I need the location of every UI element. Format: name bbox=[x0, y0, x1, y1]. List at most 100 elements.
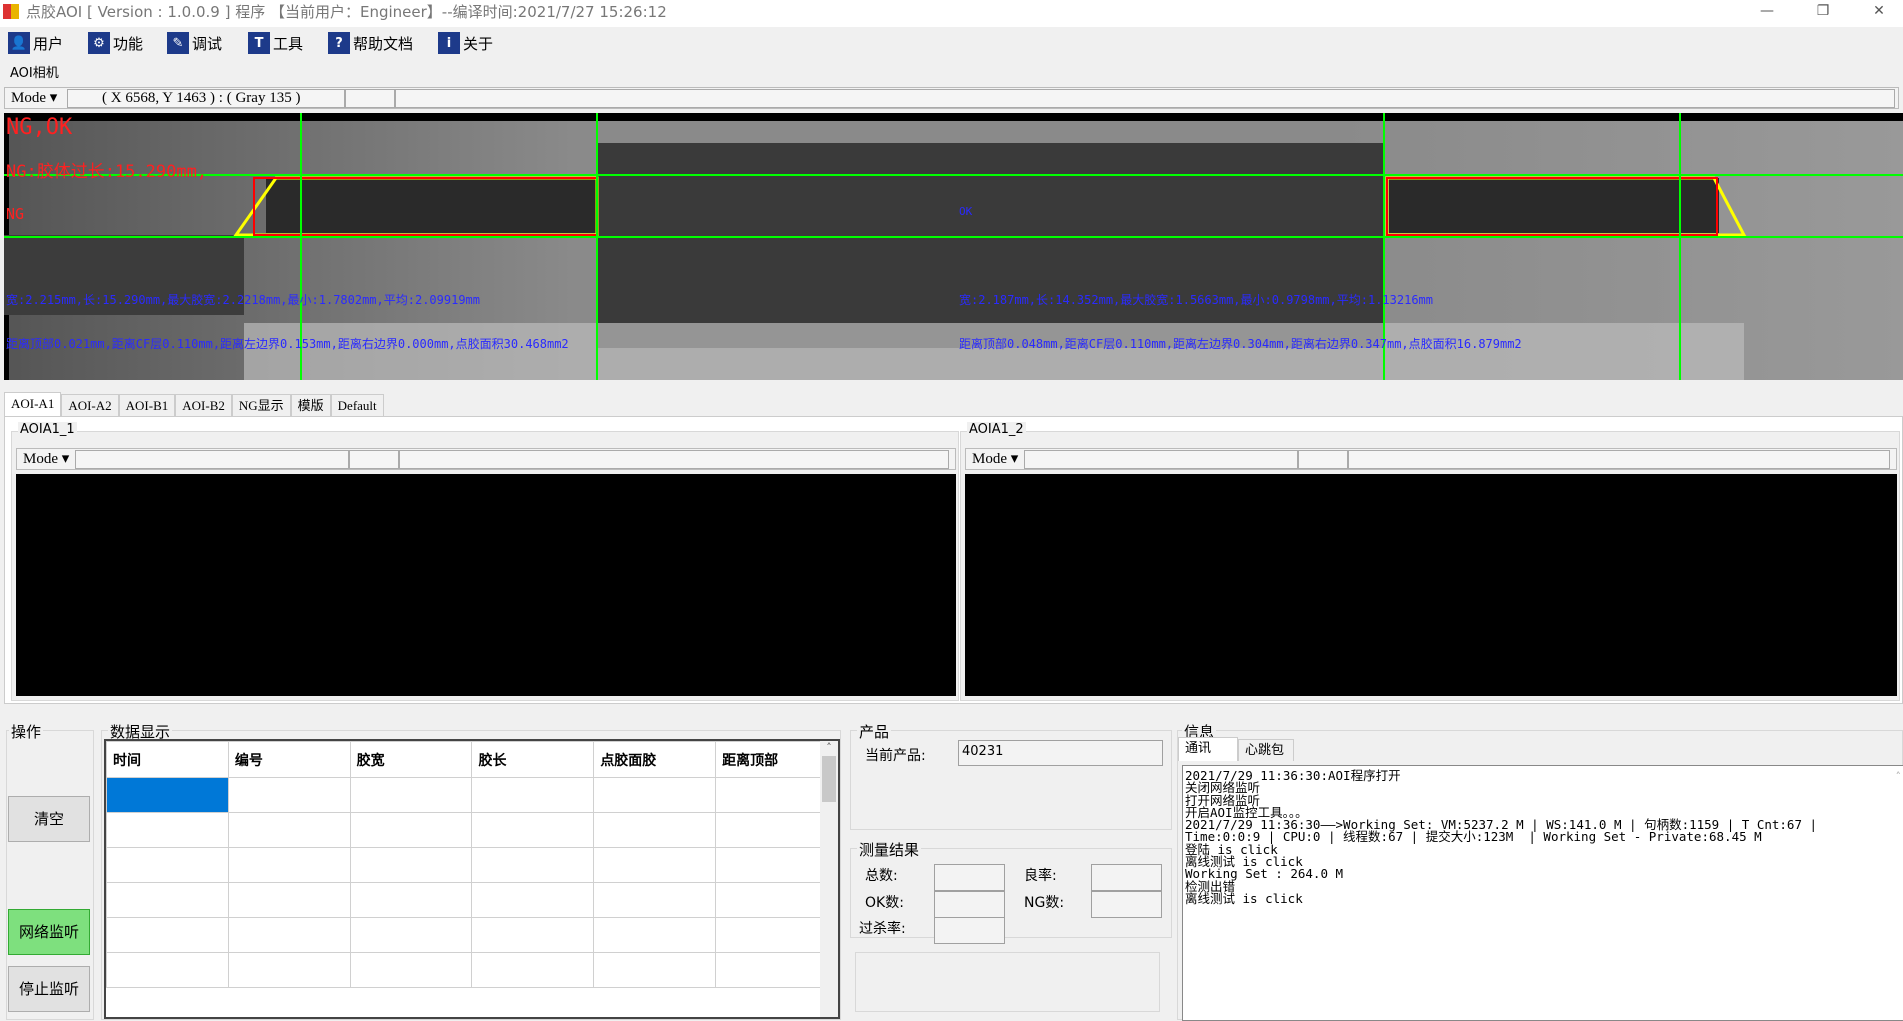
table-cell[interactable] bbox=[227, 882, 351, 918]
table-cell[interactable] bbox=[471, 812, 595, 848]
stop-monitor-button[interactable]: 停止监听 bbox=[8, 966, 90, 1012]
toolbar-gear-button[interactable]: ⚙ 功能 bbox=[88, 31, 143, 55]
column-header[interactable]: 点胶面胶 bbox=[593, 741, 717, 778]
ng-count-label: NG数: bbox=[1024, 895, 1065, 911]
view-label: AOIA1_2 bbox=[967, 422, 1026, 437]
overkill-field[interactable] bbox=[934, 917, 1005, 944]
tab-2[interactable]: AOI-B1 bbox=[118, 394, 176, 416]
mode-dropdown[interactable]: Mode ▾ bbox=[11, 90, 58, 106]
table-cell[interactable] bbox=[349, 882, 473, 918]
table-cell[interactable] bbox=[227, 847, 351, 883]
table-cell[interactable] bbox=[349, 917, 473, 953]
table-cell[interactable] bbox=[227, 952, 351, 988]
info-tabs: 通讯 心跳包 bbox=[1178, 737, 1294, 761]
view-canvas-1[interactable] bbox=[16, 474, 956, 696]
table-row[interactable] bbox=[106, 847, 838, 883]
table-cell[interactable] bbox=[471, 882, 595, 918]
tab-5[interactable]: 模版 bbox=[290, 394, 331, 416]
table-row[interactable] bbox=[106, 952, 838, 988]
data-grid: 时间 编号 胶宽 胶长 点胶面胶 距离顶部 ˄ bbox=[104, 739, 840, 1019]
table-cell[interactable] bbox=[471, 847, 595, 883]
scroll-up-icon[interactable]: ˄ bbox=[826, 741, 832, 754]
table-cell[interactable] bbox=[471, 952, 595, 988]
table-cell[interactable] bbox=[471, 777, 595, 813]
table-cell[interactable] bbox=[715, 917, 838, 953]
total-field[interactable] bbox=[934, 864, 1005, 891]
scroll-up-icon[interactable]: ˄ bbox=[1895, 770, 1902, 783]
table-cell[interactable] bbox=[106, 812, 229, 848]
toolbar-user-button[interactable]: 👤 用户 bbox=[8, 31, 63, 55]
close-button[interactable]: ✕ bbox=[1873, 3, 1885, 19]
table-cell[interactable] bbox=[715, 882, 838, 918]
table-cell[interactable] bbox=[593, 952, 717, 988]
table-cell[interactable] bbox=[715, 952, 838, 988]
table-cell[interactable] bbox=[106, 952, 229, 988]
help-icon: ? bbox=[328, 32, 350, 54]
right-measure-line1: 宽:2.187mm,长:14.352mm,最大胶宽:1.5663mm,最小:0.… bbox=[959, 293, 1434, 307]
yield-field[interactable] bbox=[1091, 864, 1162, 891]
ok-count-field[interactable] bbox=[934, 891, 1005, 918]
current-product-field[interactable]: 40231 bbox=[958, 740, 1163, 766]
tab-6[interactable]: Default bbox=[330, 394, 384, 416]
table-row[interactable] bbox=[106, 882, 838, 918]
table-cell[interactable] bbox=[349, 952, 473, 988]
log-line: 检测出错 bbox=[1185, 878, 1236, 894]
table-cell[interactable] bbox=[593, 777, 717, 813]
tab-heartbeat[interactable]: 心跳包 bbox=[1238, 739, 1294, 761]
mode-dropdown[interactable]: Mode ▾ bbox=[23, 451, 70, 467]
vertical-scrollbar[interactable]: ˄ bbox=[820, 741, 838, 1017]
tab-4[interactable]: NG显示 bbox=[231, 394, 291, 416]
table-cell[interactable] bbox=[227, 777, 351, 813]
mode-dropdown[interactable]: Mode ▾ bbox=[972, 451, 1019, 467]
restore-button[interactable]: ❐ bbox=[1816, 3, 1830, 19]
camera-image[interactable]: NG,OK NG:胶体过长:15.290mm, NG OK 宽:2.215mm,… bbox=[4, 113, 1903, 380]
toolbar-info-button[interactable]: i 关于 bbox=[438, 31, 493, 55]
tab-1[interactable]: AOI-A2 bbox=[61, 394, 119, 416]
table-cell[interactable] bbox=[349, 812, 473, 848]
table-cell[interactable] bbox=[471, 917, 595, 953]
network-monitor-button[interactable]: 网络监听 bbox=[8, 909, 90, 955]
column-header[interactable]: 胶宽 bbox=[349, 741, 473, 778]
table-cell[interactable] bbox=[349, 847, 473, 883]
table-cell[interactable] bbox=[106, 882, 229, 918]
table-cell[interactable] bbox=[227, 917, 351, 953]
toolbar-debug-button[interactable]: ✎ 调试 bbox=[167, 31, 222, 55]
view-canvas-2[interactable] bbox=[965, 474, 1897, 696]
column-header[interactable]: 胶长 bbox=[471, 741, 595, 778]
ng-count-field[interactable] bbox=[1091, 891, 1162, 918]
table-cell[interactable] bbox=[593, 812, 717, 848]
table-cell[interactable] bbox=[593, 847, 717, 883]
product-group: 产品 当前产品: 40231 bbox=[850, 721, 1172, 830]
log-line: 2021/7/29 11:36:30:AOI程序打开 bbox=[1185, 768, 1401, 783]
table-row[interactable] bbox=[106, 812, 838, 848]
table-cell[interactable] bbox=[593, 917, 717, 953]
tab-communication[interactable]: 通讯 bbox=[1178, 737, 1238, 761]
table-cell[interactable] bbox=[106, 847, 229, 883]
window-title: 点胶AOI [ Version : 1.0.0.9 ] 程序 【当前用户：Eng… bbox=[26, 3, 667, 21]
table-cell[interactable] bbox=[593, 882, 717, 918]
column-header[interactable]: 时间 bbox=[106, 741, 229, 778]
table-cell[interactable] bbox=[106, 917, 229, 953]
view-mode-bar: Mode ▾ bbox=[16, 448, 956, 470]
column-header[interactable]: 编号 bbox=[227, 741, 351, 778]
log-box[interactable]: 2021/7/29 11:36:30:AOI程序打开 关闭网络监听 打开网络监听 开启… bbox=[1182, 765, 1903, 1021]
tab-3[interactable]: AOI-B2 bbox=[175, 394, 232, 416]
table-cell[interactable] bbox=[227, 812, 351, 848]
measure-group: 测量结果 总数: 良率: OK数: NG数: 过杀率: bbox=[850, 839, 1172, 944]
table-row[interactable] bbox=[106, 777, 838, 813]
toolbar-label: 关于 bbox=[463, 34, 494, 53]
table-cell[interactable] bbox=[106, 777, 229, 813]
table-cell[interactable] bbox=[715, 812, 838, 848]
table-cell[interactable] bbox=[349, 777, 473, 813]
toolbar-hammer-button[interactable]: T 工具 bbox=[248, 31, 303, 55]
total-label: 总数: bbox=[865, 868, 898, 884]
clear-button[interactable]: 清空 bbox=[8, 796, 90, 842]
view-mode-bar: Mode ▾ bbox=[965, 448, 1897, 470]
minimize-button[interactable]: — bbox=[1760, 3, 1774, 19]
data-table: 时间 编号 胶宽 胶长 点胶面胶 距离顶部 bbox=[106, 741, 838, 988]
toolbar: 👤 用户 ⚙ 功能 ✎ 调试 T 工具 ? 帮助文档 i 关于 bbox=[0, 27, 1903, 59]
toolbar-help-button[interactable]: ? 帮助文档 bbox=[328, 31, 413, 55]
tab-0[interactable]: AOI-A1 bbox=[4, 392, 62, 416]
table-row[interactable] bbox=[106, 917, 838, 953]
scroll-thumb[interactable] bbox=[822, 756, 836, 802]
